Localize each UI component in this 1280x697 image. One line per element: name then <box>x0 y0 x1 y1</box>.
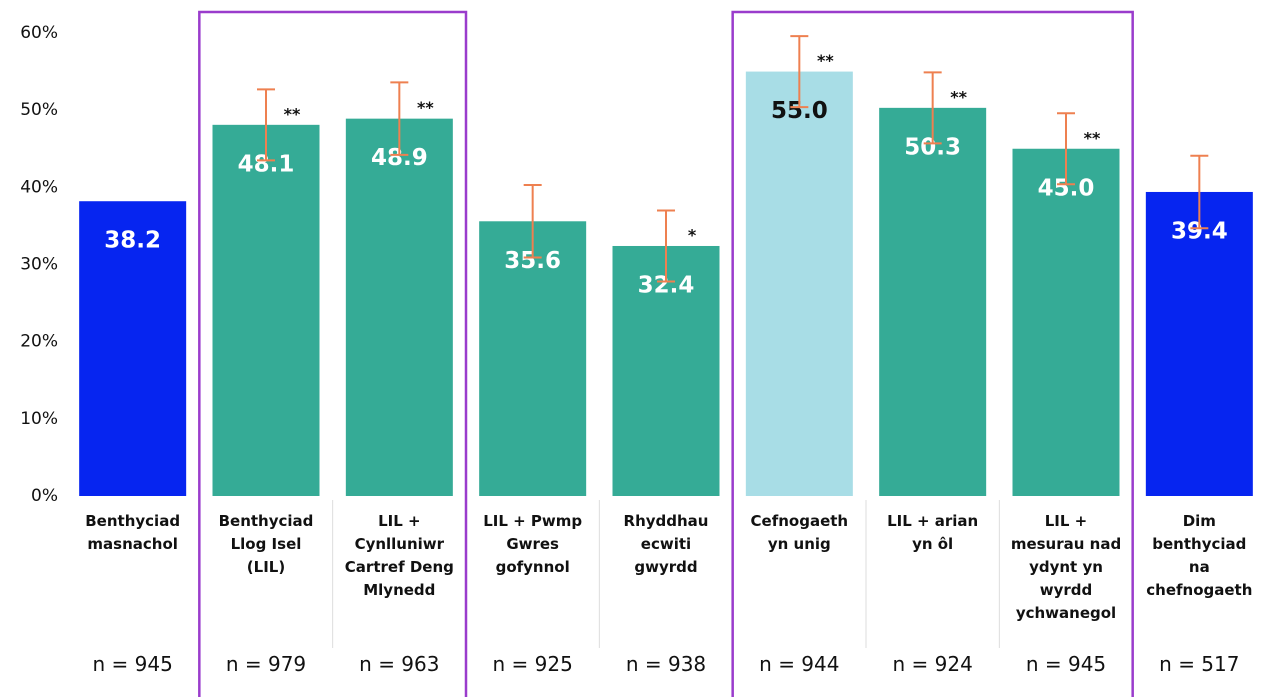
y-tick-label: 60% <box>20 23 58 43</box>
sample-size: n = 925 <box>492 652 573 676</box>
y-tick-label: 30% <box>20 255 58 275</box>
sample-size: n = 945 <box>92 652 173 676</box>
bar <box>1145 191 1253 497</box>
y-tick-label: 50% <box>20 100 58 120</box>
bar <box>345 118 453 496</box>
significance: * <box>688 225 697 244</box>
significance: ** <box>417 98 434 117</box>
x-tick-label: Rhyddhau ecwiti gwyrdd <box>623 512 709 576</box>
y-tick-label: 40% <box>20 177 58 197</box>
sample-size: n = 963 <box>359 652 440 676</box>
x-tick-label: LIL + mesurau nad ydynt yn wyrdd ychwane… <box>1010 512 1122 622</box>
bar <box>612 245 720 496</box>
bar <box>479 221 587 496</box>
sample-size: n = 979 <box>225 652 307 676</box>
sample-size: n = 938 <box>625 652 707 676</box>
significance: ** <box>817 51 834 70</box>
x-tick-label: Benthyciad masnachol <box>85 512 181 553</box>
x-tick-label: Dim benthyciad na chefnogaeth <box>1146 512 1253 599</box>
bar <box>1012 148 1120 496</box>
significance: ** <box>284 104 301 123</box>
significance: ** <box>1084 128 1101 147</box>
sample-size: n = 924 <box>892 652 973 676</box>
bar <box>212 124 320 496</box>
sample-size: n = 944 <box>759 652 840 676</box>
y-tick-label: 10% <box>20 409 58 429</box>
y-tick-label: 0% <box>31 486 58 506</box>
x-tick-label: LIL + arian yn ôl <box>887 512 979 553</box>
bar <box>745 71 853 496</box>
highlight-box <box>731 10 1134 697</box>
highlight-box <box>198 10 468 697</box>
x-tick-label: Benthyciad Llog Isel (LIL) <box>218 512 314 576</box>
sample-size: n = 945 <box>1025 652 1107 676</box>
bar <box>79 201 187 496</box>
x-tick-label: LIL + Pwmp Gwres gofynnol <box>483 512 583 576</box>
sample-size: n = 517 <box>1159 652 1240 676</box>
value-label: 38.2 <box>104 228 161 254</box>
y-tick-label: 20% <box>20 332 58 352</box>
x-tick-label: Cefnogaeth yn unig <box>750 512 849 553</box>
significance: ** <box>950 87 967 106</box>
x-tick-label: LIL + Cynlluniwr Cartref Deng Mlynedd <box>344 512 454 599</box>
bar <box>879 107 987 496</box>
